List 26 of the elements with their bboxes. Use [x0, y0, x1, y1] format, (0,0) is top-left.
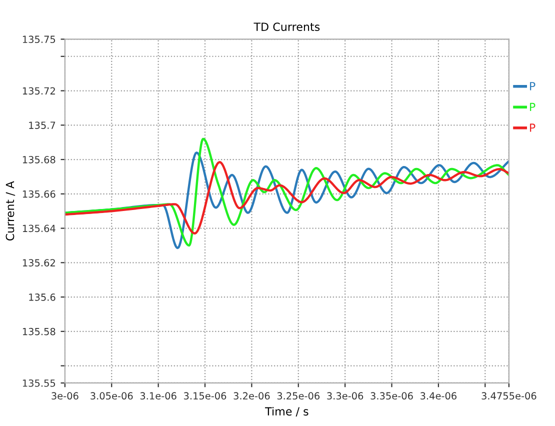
y-tick-label: 135.66	[22, 190, 56, 198]
x-tick-label: 3.35e-06	[370, 392, 413, 400]
x-tick-label: 3.05e-06	[90, 392, 133, 400]
y-tick-label: 135.55	[22, 379, 56, 387]
y-tick-label: 135.7	[29, 122, 56, 129]
legend-label: P	[530, 82, 536, 90]
x-tick-label: 3.1e-06	[140, 392, 176, 400]
x-tick-label: 3.2e-06	[234, 392, 270, 400]
x-tick-label: 3.4e-06	[420, 392, 456, 400]
y-tick-label: 135.64	[22, 224, 56, 232]
y-tick-label: 135.58	[22, 328, 56, 336]
chart-title: TD Currents	[254, 22, 320, 32]
y-tick-label: 135.68	[22, 156, 56, 164]
legend-label: P	[530, 102, 536, 112]
y-tick-label: 135.72	[22, 87, 55, 95]
y-tick-label: 135.6	[29, 294, 56, 301]
y-tick-label: 135.62	[22, 259, 55, 266]
x-tick-label: 3.15e-06	[184, 392, 226, 400]
y-tick-label: 135.75	[22, 36, 56, 44]
x-tick-label: 3.25e-06	[277, 392, 320, 400]
x-tick-label: 3e-06	[52, 392, 78, 400]
x-tick-label: 3.4755e-06	[482, 392, 536, 400]
legend-label: P	[530, 124, 536, 132]
y-axis-title: Current / A	[6, 181, 16, 241]
x-tick-label: 3.3e-06	[327, 392, 364, 400]
x-axis-title: Time / s	[265, 406, 308, 416]
